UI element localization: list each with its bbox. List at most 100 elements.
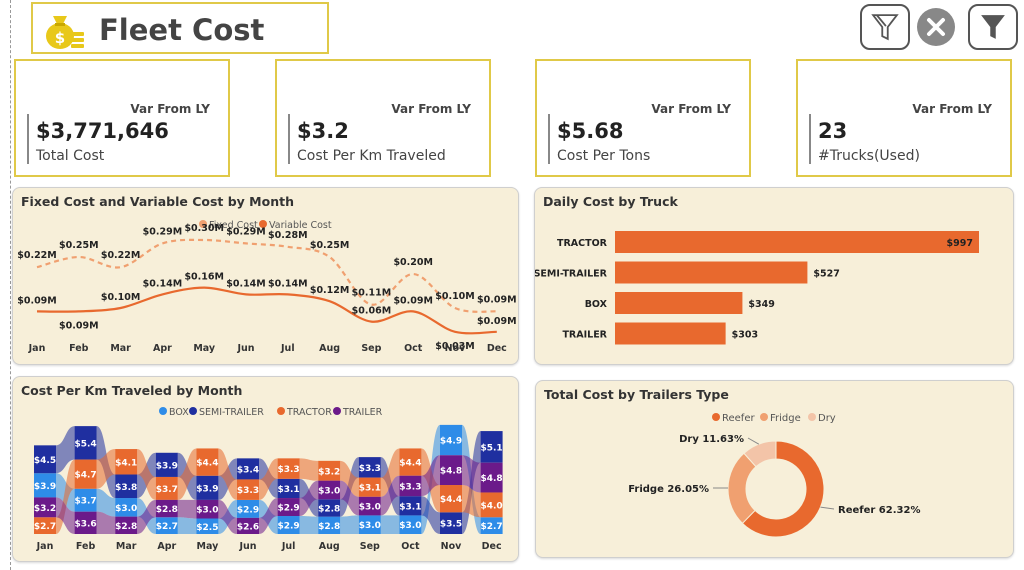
data-label: $3.0 (359, 503, 381, 513)
cost-per-km-chart: BOX SEMI-TRAILER TRACTOR TRAILER $3.9 $3.7 $3.… (34, 407, 503, 552)
data-label: $527 (813, 269, 839, 280)
data-label: Dry 11.63% (679, 434, 744, 445)
data-label: $3.5 (440, 520, 462, 530)
trailers-type-panel: Total Cost by Trailers Type Reefer Fridge… (535, 380, 1014, 558)
data-label: $2.7 (34, 522, 56, 532)
x-tick-label: Dec (487, 343, 507, 354)
x-tick-label: Mar (110, 343, 131, 354)
data-label: $0.16M (184, 272, 224, 283)
y-tick-label: TRAILER (562, 330, 607, 341)
column-segment (318, 460, 341, 481)
column-segment (34, 473, 56, 498)
ribbon-semi-trailer (56, 426, 75, 474)
data-label: $4.9 (440, 437, 462, 447)
column-segment (318, 499, 341, 517)
column-segment (115, 516, 138, 534)
chart-title: Daily Cost by Truck (543, 194, 678, 209)
ribbon-box (177, 517, 197, 534)
kpi-value: $5.68 (557, 119, 624, 143)
data-label: $3.6 (74, 519, 96, 529)
ribbon-trailer (462, 455, 481, 493)
data-label: $3.7 (74, 497, 96, 507)
kpi-divider (27, 114, 29, 164)
data-label: $0.06M (352, 306, 392, 317)
data-label: $3.8 (115, 483, 137, 493)
data-label: $3.3 (359, 464, 381, 474)
legend-marker (259, 220, 267, 228)
column-segment (74, 488, 97, 512)
ribbon-trailer (56, 497, 75, 534)
x-tick-label: May (193, 343, 216, 354)
column-segment (440, 485, 462, 513)
ribbon-tractor (380, 448, 400, 497)
legend-label: BOX (169, 407, 189, 418)
legend-label: TRAILER (342, 407, 383, 418)
data-label: $0.30M (184, 223, 224, 234)
data-label: $0.09M (393, 295, 433, 306)
x-tick-label: Sep (361, 343, 381, 354)
x-tick-label: Aug (319, 541, 340, 552)
column-segment (196, 499, 219, 519)
donut-slice (741, 440, 825, 538)
column-segment (34, 445, 56, 474)
x-tick-label: Feb (76, 541, 96, 552)
data-label: $4.7 (74, 471, 96, 481)
y-tick-label: TRACTOR (557, 238, 608, 249)
x-tick-label: May (197, 541, 220, 552)
fixed-variable-cost-chart: Fixed Cost Variable Cost$0.22M$0.25M$0.22… (17, 220, 517, 354)
close-button[interactable] (917, 8, 955, 46)
kpi-divider (288, 114, 290, 164)
data-label: $0.28M (268, 230, 308, 241)
data-label: $3.0 (115, 504, 137, 514)
data-label: $4.1 (115, 458, 137, 468)
data-label: $0.14M (143, 278, 183, 289)
column-segment (277, 458, 300, 479)
data-label: $3.9 (34, 482, 56, 492)
data-label: $3.3 (277, 465, 299, 475)
data-label: $4.4 (196, 459, 218, 469)
legend-marker (277, 407, 285, 415)
column-segment (480, 462, 503, 493)
column-segment (74, 426, 97, 460)
column-segment (480, 431, 503, 463)
column-segment (34, 497, 56, 518)
data-label: $0.09M (477, 316, 517, 327)
column-segment (237, 458, 259, 480)
data-label: $0.10M (101, 292, 141, 303)
kpi-var-label: Var From LY (391, 102, 471, 116)
data-label: $3.3 (237, 486, 259, 496)
legend-label: Fridge (770, 413, 801, 424)
data-label: $5.1 (480, 443, 502, 453)
kpi-divider (809, 114, 811, 164)
x-tick-label: Jan (28, 343, 46, 354)
y-tick-label: SEMI-TRAILER (535, 269, 608, 280)
data-label: $3.1 (359, 484, 381, 494)
column-segment (358, 496, 381, 516)
ribbon-tractor (177, 448, 197, 500)
data-label: $4.8 (440, 467, 462, 477)
clear-filters-button[interactable] (860, 4, 910, 50)
legend-label: TRACTOR (286, 407, 332, 418)
x-tick-label: Jun (238, 541, 256, 552)
bar (615, 231, 979, 253)
column-segment (399, 448, 422, 476)
column-segment (277, 498, 300, 517)
daily-cost-panel: Daily Cost by Truck TRACTOR $997 SEMI-TRAI… (534, 187, 1014, 365)
ribbon-trailer (218, 499, 237, 534)
close-icon (927, 18, 945, 36)
kpi-var-label: Var From LY (912, 102, 992, 116)
column-segment (155, 452, 178, 477)
x-tick-label: Apr (153, 343, 172, 354)
column-segment (399, 496, 422, 516)
column-segment (399, 475, 422, 497)
data-label: $997 (947, 238, 973, 249)
cost-per-km-panel: Cost Per Km Traveled by Month BOX SEMI-TR… (12, 376, 519, 562)
x-tick-label: Aug (319, 343, 340, 354)
data-label: $3.9 (196, 484, 218, 494)
column-segment (277, 478, 300, 499)
filter-button[interactable] (968, 4, 1018, 50)
data-label: $4.0 (480, 501, 502, 511)
column-segment (318, 516, 341, 534)
data-label: $4.5 (34, 456, 56, 466)
legend-label: Dry (818, 413, 836, 424)
